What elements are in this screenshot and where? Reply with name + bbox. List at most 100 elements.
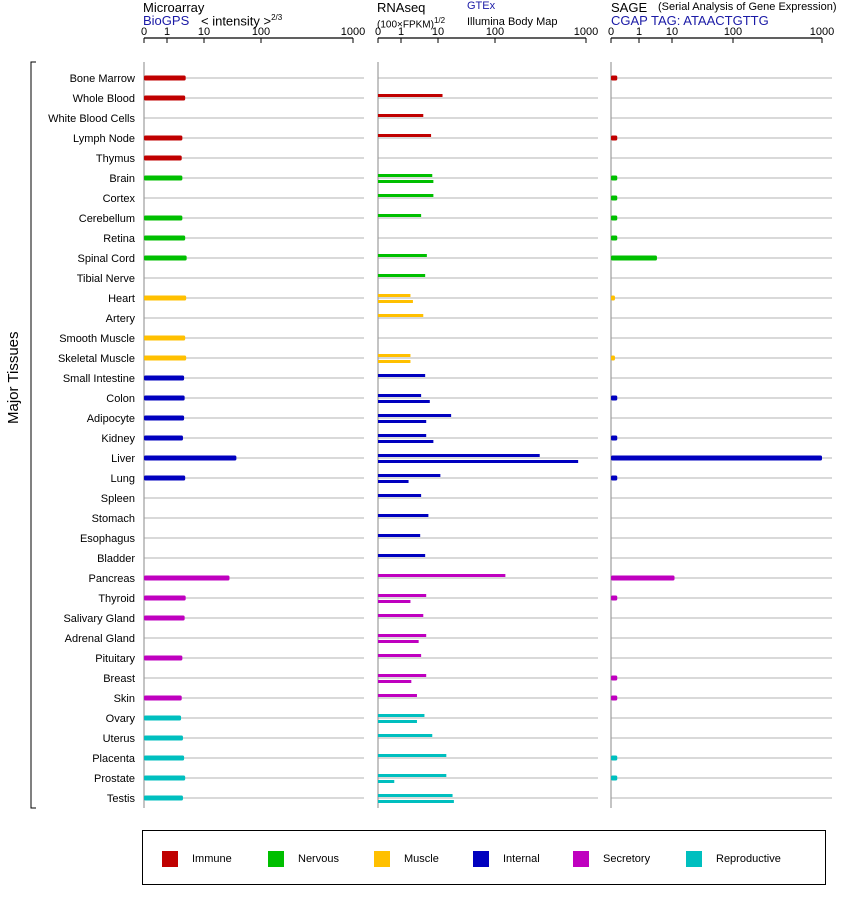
bar-microarray [144,175,183,181]
tissue-label: Pancreas [89,573,136,585]
panel-microarray-title: Microarray [143,0,205,15]
legend-swatch-nervous [268,851,284,867]
bar-rnaseq [378,454,540,457]
tissue-label: Adipocyte [87,413,135,425]
bar-sage [611,475,618,481]
bar-rnaseq [378,440,434,443]
bar-rnaseq [378,480,409,483]
bar-rnaseq [378,534,421,537]
bar-sage [611,695,618,701]
bar-rnaseq [378,134,432,137]
tissue-label: Breast [103,673,135,685]
tissue-label: Uterus [103,733,136,745]
tissue-label: Small Intestine [63,373,135,385]
bar-sage [611,135,618,141]
x-tick-label: 1000 [341,26,365,38]
tissue-label: Smooth Muscle [59,333,135,345]
legend-swatch-muscle [374,851,390,867]
bar-microarray [144,595,186,601]
bar-sage [611,75,618,81]
tissue-label: Cortex [103,193,136,205]
bar-rnaseq [378,634,427,637]
bar-rnaseq [378,474,441,477]
bar-rnaseq [378,774,447,777]
bar-microarray [144,475,186,481]
tissue-label: Ovary [106,713,136,725]
legend: Immune Nervous Muscle Internal Secretory… [142,830,826,885]
tissue-label: Cerebellum [79,213,135,225]
legend-swatch-secretory [573,851,589,867]
x-tick-label: 0 [375,26,381,38]
legend-item-immune: Immune [162,850,232,868]
legend-item-internal: Internal [473,850,540,868]
panel-rnaseq-title: RNAseq [377,0,426,15]
bar-sage [611,775,618,781]
tissue-label: Bladder [97,553,135,565]
x-tick-label: 1 [398,26,404,38]
tissue-label: Testis [107,793,136,805]
bar-rnaseq [378,174,433,177]
bar-microarray [144,355,187,361]
tissue-label: Bone Marrow [70,73,135,85]
bar-rnaseq [378,180,434,183]
panel-rnaseq-unit: (100×FPKM)1/2 [377,16,445,30]
bar-sage [611,395,618,401]
tissue-label: Spinal Cord [78,253,135,265]
bar-microarray [144,655,183,661]
legend-swatch-reproductive [686,851,702,867]
bar-rnaseq [378,294,411,297]
tissue-label: Heart [108,293,135,305]
legend-label-secretory: Secretory [603,853,651,865]
tissue-label: Lymph Node [73,133,135,145]
x-tick-label: 0 [141,26,147,38]
panel-rnaseq-unit-text: (100×FPKM) [377,19,434,31]
tissue-label: Whole Blood [73,93,135,105]
bar-sage [611,755,618,761]
legend-label-internal: Internal [503,853,540,865]
tissue-label: Skin [114,693,135,705]
bar-microarray [144,235,186,241]
bar-microarray [144,775,186,781]
x-tick-label: 100 [252,26,270,38]
tissue-label: Adrenal Gland [65,633,135,645]
tissue-label: Esophagus [80,533,136,545]
bar-rnaseq [378,194,434,197]
legend-item-muscle: Muscle [374,850,439,868]
legend-label-immune: Immune [192,853,232,865]
bar-microarray [144,255,187,261]
x-tick-label: 100 [486,26,504,38]
bar-rnaseq [378,794,453,797]
x-tick-label: 1 [636,26,642,38]
legend-swatch-internal [473,851,489,867]
bar-rnaseq [378,400,430,403]
tissue-label: Placenta [92,753,136,765]
bar-sage [611,435,618,441]
x-tick-label: 0 [608,26,614,38]
bar-rnaseq [378,720,417,723]
bar-rnaseq [378,640,419,643]
panel-sage-source-note: (Serial Analysis of Gene Expression) [658,1,837,13]
tissue-bracket [30,61,36,809]
bar-rnaseq [378,800,454,803]
tissue-label: Thyroid [98,593,135,605]
bar-rnaseq [378,254,427,257]
x-tick-label: 100 [724,26,742,38]
tissue-label: Skeletal Muscle [58,353,135,365]
bar-microarray [144,615,185,621]
bar-rnaseq [378,434,427,437]
x-tick-label: 1000 [810,26,834,38]
bar-rnaseq [378,714,425,717]
tissue-label: Kidney [101,433,135,445]
bar-sage [611,215,618,221]
bar-rnaseq [378,574,506,577]
bar-microarray [144,95,186,101]
legend-item-nervous: Nervous [268,850,339,868]
bar-rnaseq [378,214,422,217]
bar-rnaseq [378,734,433,737]
bar-rnaseq [378,654,422,657]
panel-sage-tag: CGAP TAG: ATAACTGTTG [611,13,769,28]
tissue-label: Tibial Nerve [77,273,135,285]
bar-microarray [144,735,183,741]
bar-sage [611,575,675,581]
panel-microarray-unit-power: 2/3 [271,13,283,22]
